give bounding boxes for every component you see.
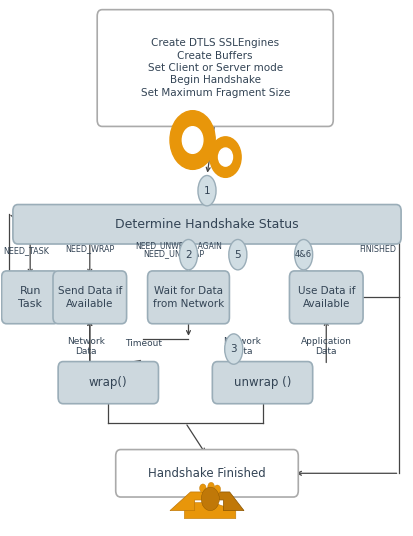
Polygon shape xyxy=(188,132,196,147)
Text: Network
Data: Network Data xyxy=(66,337,104,356)
Text: wrap(): wrap() xyxy=(89,376,127,389)
Polygon shape xyxy=(221,150,229,164)
Text: Wait for Data
from Network: Wait for Data from Network xyxy=(152,286,223,309)
Polygon shape xyxy=(170,492,213,511)
Polygon shape xyxy=(188,132,196,147)
Circle shape xyxy=(201,487,219,511)
Ellipse shape xyxy=(228,240,246,270)
Polygon shape xyxy=(222,151,228,163)
Ellipse shape xyxy=(224,334,242,364)
Polygon shape xyxy=(221,151,229,163)
FancyBboxPatch shape xyxy=(212,362,312,404)
FancyBboxPatch shape xyxy=(13,205,400,244)
Circle shape xyxy=(209,137,240,177)
Text: 2: 2 xyxy=(185,250,191,259)
FancyBboxPatch shape xyxy=(2,271,59,324)
FancyBboxPatch shape xyxy=(53,271,126,324)
Text: 1: 1 xyxy=(203,185,210,196)
Text: 3: 3 xyxy=(230,344,237,354)
Text: FINISHED: FINISHED xyxy=(358,245,395,254)
Ellipse shape xyxy=(197,175,216,206)
FancyBboxPatch shape xyxy=(115,450,298,497)
Polygon shape xyxy=(221,151,229,163)
Text: NEED_WRAP: NEED_WRAP xyxy=(65,244,114,253)
Circle shape xyxy=(218,148,232,166)
FancyBboxPatch shape xyxy=(97,10,332,126)
Text: Run
Task: Run Task xyxy=(18,286,42,309)
Text: Create DTLS SSLEngines
Create Buffers
Set Client or Server mode
Begin Handshake
: Create DTLS SSLEngines Create Buffers Se… xyxy=(140,38,289,98)
Text: Determine Handshake Status: Determine Handshake Status xyxy=(115,218,298,231)
Circle shape xyxy=(182,126,202,153)
Polygon shape xyxy=(188,134,197,146)
Text: unwrap (): unwrap () xyxy=(233,376,290,389)
Text: Application
Data: Application Data xyxy=(300,337,351,356)
Polygon shape xyxy=(221,150,229,164)
Ellipse shape xyxy=(179,240,197,270)
Text: Network
Data: Network Data xyxy=(223,337,260,356)
FancyBboxPatch shape xyxy=(58,362,158,404)
Polygon shape xyxy=(209,492,243,511)
Polygon shape xyxy=(184,503,235,519)
Text: Handshake Finished: Handshake Finished xyxy=(148,467,265,480)
Circle shape xyxy=(207,482,214,491)
Text: NEED_TASK: NEED_TASK xyxy=(3,247,49,256)
Polygon shape xyxy=(186,130,198,150)
Polygon shape xyxy=(186,130,198,150)
Ellipse shape xyxy=(294,240,312,270)
Polygon shape xyxy=(186,130,198,150)
FancyBboxPatch shape xyxy=(147,271,229,324)
Text: NEED_UNWRAP: NEED_UNWRAP xyxy=(143,249,204,258)
Polygon shape xyxy=(186,130,198,150)
Circle shape xyxy=(170,111,215,169)
FancyBboxPatch shape xyxy=(289,271,362,324)
Text: NEED_UNWRAP_AGAIN: NEED_UNWRAP_AGAIN xyxy=(135,241,221,250)
Text: Timeout: Timeout xyxy=(124,339,161,348)
Polygon shape xyxy=(188,134,197,146)
Circle shape xyxy=(199,484,206,493)
Polygon shape xyxy=(222,151,228,163)
Polygon shape xyxy=(222,153,228,161)
Text: Send Data if
Available: Send Data if Available xyxy=(57,286,122,309)
Text: 4&6: 4&6 xyxy=(294,250,311,259)
Circle shape xyxy=(214,485,220,494)
Text: Use Data if
Available: Use Data if Available xyxy=(297,286,354,309)
Text: 5: 5 xyxy=(234,250,240,259)
